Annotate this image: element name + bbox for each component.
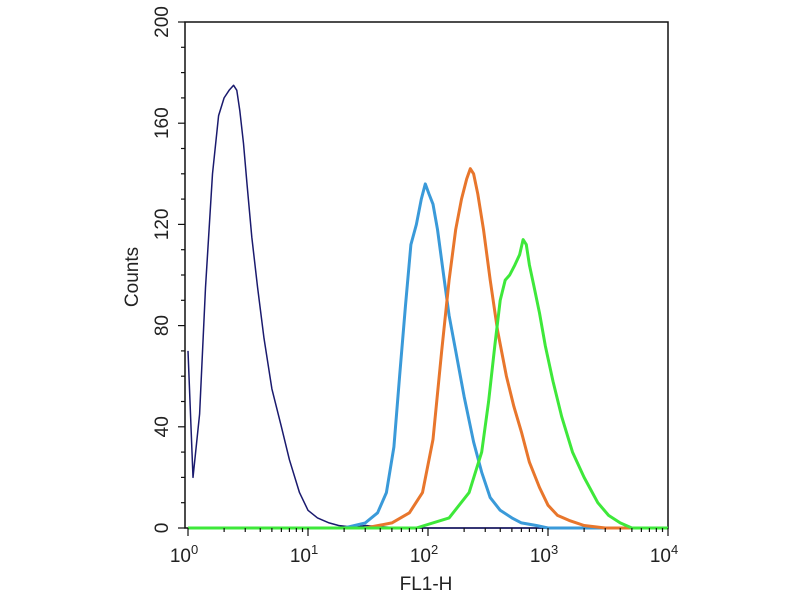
y-tick-label: 40	[152, 416, 173, 437]
y-tick-label: 120	[152, 209, 173, 241]
x-tick-label: 102	[410, 542, 438, 567]
series-layer	[187, 84, 668, 530]
x-tick-label: 100	[170, 542, 198, 567]
x-tick-label: 101	[290, 542, 318, 567]
y-axis: 0 40 80 120 160 200	[152, 6, 185, 533]
y-axis-title: Counts	[122, 247, 143, 307]
x-tick-label: 103	[530, 542, 558, 567]
histogram-series-4	[188, 238, 668, 530]
y-tick-label: 0	[152, 523, 173, 534]
x-tick-label: 104	[650, 542, 678, 567]
histogram-series-2	[188, 182, 668, 530]
x-axis: 100 101 102 103 104	[170, 528, 678, 567]
y-tick-label: 80	[152, 315, 173, 336]
x-axis-title: FL1-H	[400, 574, 453, 595]
y-tick-label: 160	[152, 107, 173, 139]
histogram-series-3	[188, 167, 668, 530]
histogram-series-1	[187, 84, 668, 529]
plot-frame	[184, 21, 669, 529]
y-tick-label: 200	[152, 6, 173, 38]
